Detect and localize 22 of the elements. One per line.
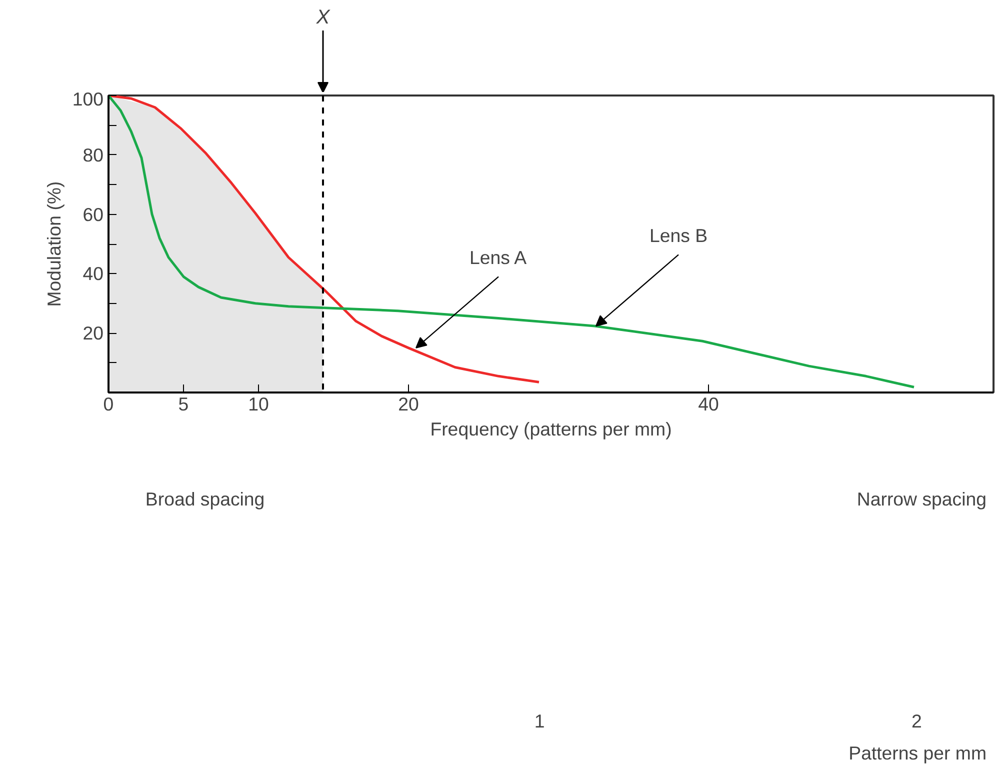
text: 1	[534, 710, 545, 732]
y-tick-label: 20	[82, 322, 104, 344]
x-tick-label: 5	[178, 394, 189, 414]
x-axis-title: Frequency (patterns per mm)	[430, 418, 672, 440]
text: Patterns per mm	[848, 742, 987, 764]
y-tick-label: 60	[82, 204, 104, 225]
x-tick-label: 40	[698, 394, 719, 414]
y-tick-label: 100	[72, 88, 104, 110]
text: Narrow spacing	[856, 488, 987, 510]
x-tick-label: 0	[103, 394, 114, 414]
annotation: Lens A	[469, 246, 528, 268]
text: 2	[911, 710, 922, 732]
y-tick-label: 40	[82, 263, 104, 284]
x-tick-label: 10	[248, 394, 269, 414]
y-axis-title: Modulation (%)	[43, 181, 64, 307]
annotation: Lens B	[649, 224, 708, 246]
y-tick-label: 80	[82, 144, 104, 166]
ref-line-label: X	[315, 6, 330, 28]
line-series	[108, 96, 916, 388]
line-series	[108, 96, 540, 384]
text: Broad spacing	[145, 488, 265, 510]
x-tick-label: 20	[398, 394, 419, 414]
